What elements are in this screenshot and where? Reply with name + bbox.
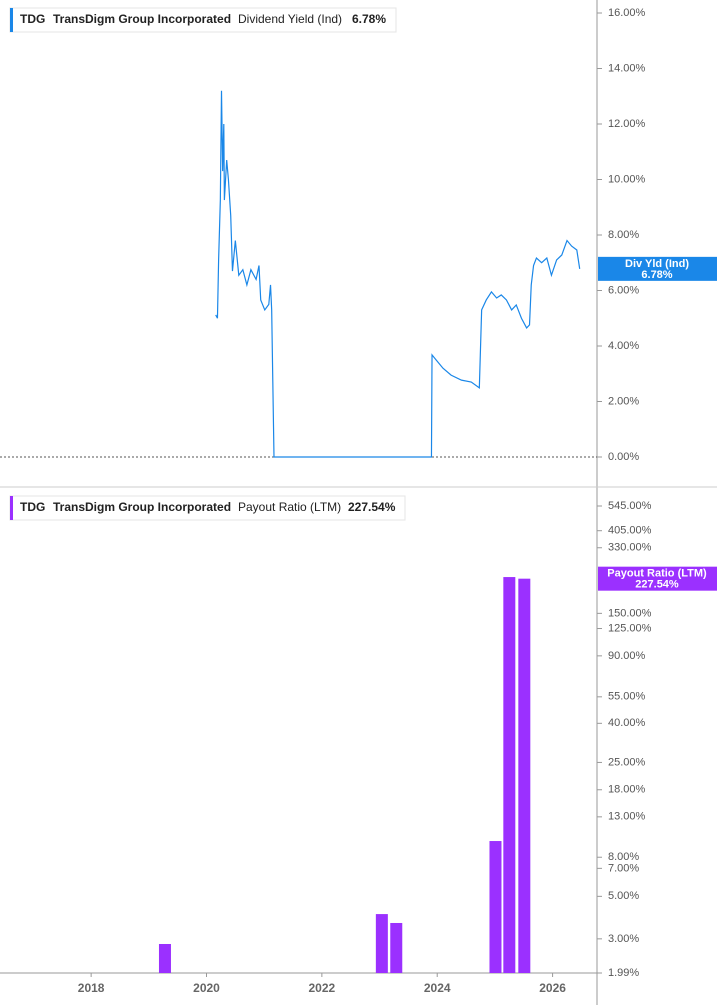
y-tick-label: 12.00% (608, 118, 646, 130)
y-tick-label: 14.00% (608, 62, 646, 74)
y-tick-label: 18.00% (608, 784, 646, 796)
x-tick-label: 2020 (193, 981, 220, 995)
legend-box: TDG TransDigm Group Incorporated Payout … (9, 495, 406, 521)
y-tick-label: 4.00% (608, 340, 639, 352)
current-value: 6.78% (352, 12, 386, 26)
y-tick-label: 2.00% (608, 395, 639, 407)
flag-value: 6.78% (641, 269, 672, 281)
legend-swatch (10, 8, 13, 32)
x-tick-label: 2024 (424, 981, 451, 995)
y-tick-label: 25.00% (608, 756, 646, 768)
bar (518, 578, 531, 973)
y-tick-label: 405.00% (608, 525, 652, 537)
bar (489, 841, 502, 973)
y-tick-label: 6.00% (608, 284, 639, 296)
bar (158, 943, 171, 973)
value-flag (598, 256, 717, 281)
flag-name: Div Yld (Ind) (625, 258, 689, 270)
y-tick-label: 125.00% (608, 622, 652, 634)
y-tick-label: 150.00% (608, 607, 652, 619)
y-tick-label: 7.00% (608, 862, 639, 874)
company: TransDigm Group Incorporated (53, 12, 231, 26)
legend-box: TDG TransDigm Group Incorporated Dividen… (9, 7, 397, 33)
bar (503, 577, 516, 973)
y-tick-label: 16.00% (608, 7, 646, 19)
series-name: Payout Ratio (LTM) (238, 500, 341, 514)
y-tick-label: 330.00% (608, 542, 652, 554)
y-tick-label: 40.00% (608, 717, 646, 729)
current-value: 227.54% (348, 500, 396, 514)
x-tick-label: 2022 (309, 981, 336, 995)
company: TransDigm Group Incorporated (53, 500, 231, 514)
y-tick-label: 5.00% (608, 890, 639, 902)
y-tick-label: 13.00% (608, 811, 646, 823)
y-tick-label: 0.00% (608, 451, 639, 463)
legend-swatch (10, 496, 13, 520)
line (215, 90, 581, 458)
y-tick-label: 90.00% (608, 650, 646, 662)
y-tick-label: 545.00% (608, 500, 652, 512)
x-tick-label: 2026 (539, 981, 566, 995)
y-tick-label: 55.00% (608, 691, 646, 703)
flag-name: Payout Ratio (LTM) (607, 568, 707, 580)
x-tick-label: 2018 (78, 981, 105, 995)
y-tick-label: 10.00% (608, 173, 646, 185)
ticker: TDG (20, 500, 45, 514)
y-tick-label: 1.99% (608, 967, 639, 979)
ticker: TDG (20, 12, 45, 26)
value-flag (598, 566, 717, 591)
y-tick-label: 8.00% (608, 229, 639, 241)
series-name: Dividend Yield (Ind) (238, 12, 342, 26)
legend-frame (9, 495, 406, 521)
flag-value: 227.54% (635, 579, 679, 591)
y-tick-label: 8.00% (608, 851, 639, 863)
bar (390, 922, 403, 973)
legend-frame (9, 7, 397, 33)
bar (375, 914, 388, 973)
y-tick-label: 3.00% (608, 933, 639, 945)
